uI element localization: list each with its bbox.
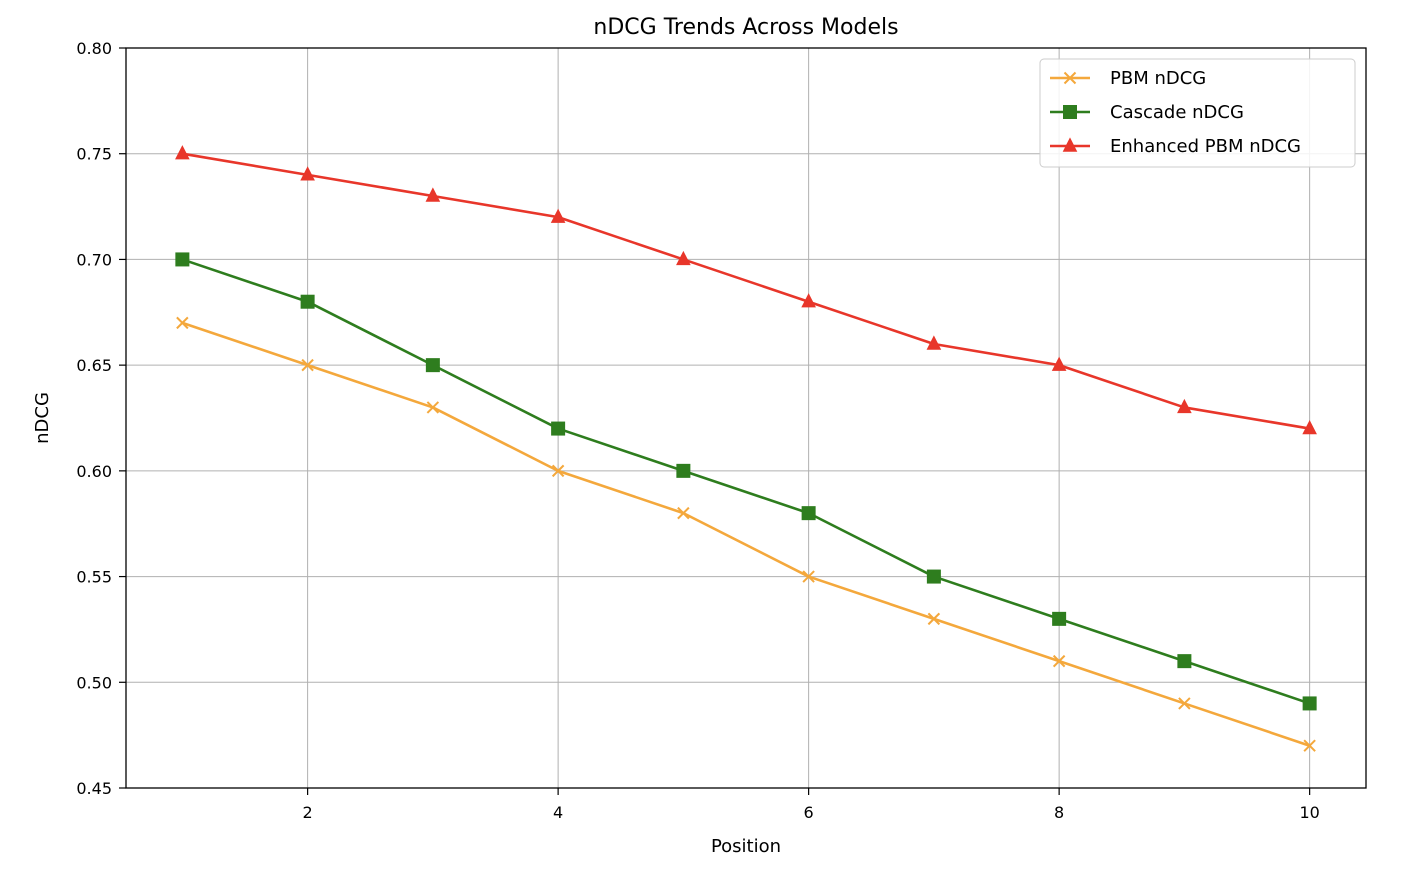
y-tick-label: 0.60 [76,462,112,481]
legend-label: Enhanced PBM nDCG [1110,136,1301,157]
series-line [181,258,1311,705]
data-point [677,506,690,520]
legend-item: PBM nDCG [1050,68,1206,89]
data-point [676,463,691,478]
data-point [927,612,941,626]
data-point [425,187,441,202]
data-point [676,250,691,266]
y-tick-label: 0.65 [76,356,112,375]
data-point [426,401,440,414]
data-point [1302,696,1317,711]
data-point [301,358,314,372]
y-axis-label: nDCG [32,392,53,444]
data-point [802,570,815,583]
x-tick-label: 6 [804,803,814,822]
y-tick-label: 0.55 [76,568,112,587]
legend-label: Cascade nDCG [1110,102,1244,123]
legend-item: Enhanced PBM nDCG [1050,136,1301,157]
data-point [1177,398,1192,414]
series-layer [175,145,1317,752]
data-point [551,464,565,478]
data-point [926,335,942,350]
data-point [550,208,566,223]
data-point [1177,654,1192,669]
data-point [1051,356,1067,371]
x-axis-label: Position [711,836,781,857]
series-line [181,321,1311,747]
legend-box [1039,58,1356,168]
legend-marker [1063,105,1077,119]
chart-title: nDCG Trends Across Models [593,15,898,40]
series-1 [176,316,1316,752]
y-tick-label: 0.45 [76,779,112,798]
x-tick-label: 8 [1054,803,1064,822]
x-tick-label: 2 [303,803,313,822]
x-tick-label: 10 [1299,803,1319,822]
data-point [1303,739,1316,752]
data-point [551,421,566,436]
data-point [1302,420,1317,435]
plot-frame [125,47,1367,789]
data-point [1052,611,1067,626]
y-tick-label: 0.50 [76,673,112,692]
data-point [175,145,190,160]
data-point [175,252,190,267]
data-point [176,316,189,330]
y-tick-label: 0.70 [76,250,112,269]
y-tick-label: 0.75 [76,145,112,164]
data-point [425,358,440,373]
data-point [801,506,816,521]
legend-marker [1062,137,1078,152]
data-point [1052,654,1066,668]
legend-label: PBM nDCG [1110,68,1206,89]
y-tick-label: 0.80 [76,39,112,58]
data-point [300,294,315,309]
legend-marker [1063,71,1077,85]
legend-item: Cascade nDCG [1050,102,1244,123]
x-tick-label: 4 [553,803,563,822]
series-line [182,152,1310,430]
data-point [1178,697,1191,710]
series-3 [175,145,1317,435]
legend: PBM nDCG Cascade nDCG Enhanced PBM nDCG [1039,58,1356,168]
ticks: 2 4 6 8 10 0.45 0.50 0.55 0.60 0.65 0.70 0.75 0.80 [76,39,1319,822]
data-point [926,569,941,584]
series-2 [175,252,1317,711]
data-point [801,293,816,308]
data-point [300,166,315,181]
